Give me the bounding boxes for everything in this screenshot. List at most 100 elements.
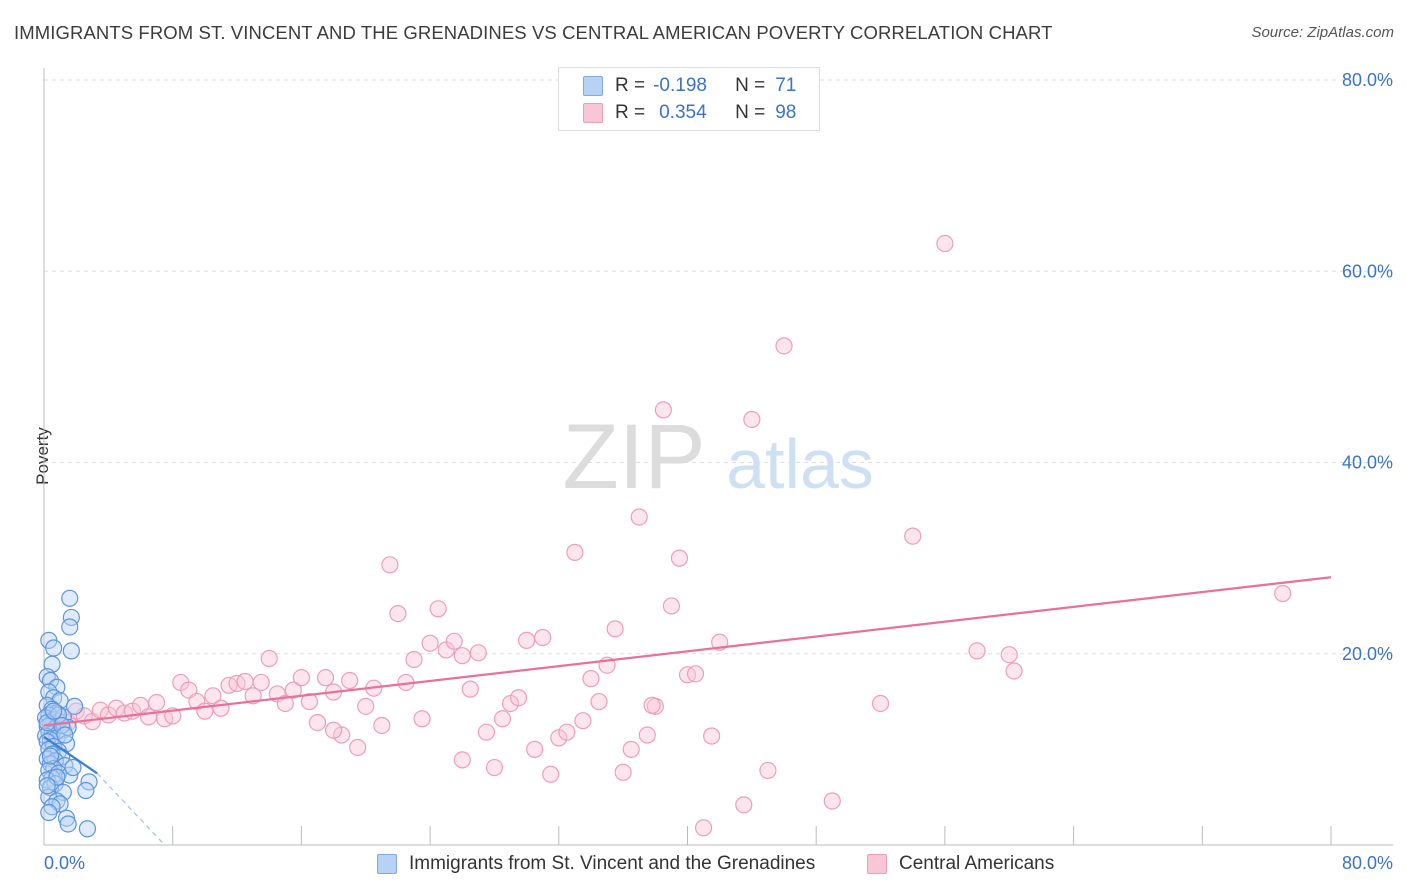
data-point-st-vincent <box>41 747 60 765</box>
data-point-st-vincent <box>61 618 79 636</box>
data-point-central-americans <box>638 726 656 744</box>
swatch-pink <box>583 103 603 123</box>
data-point-central-americans <box>349 738 367 757</box>
legend-label: Central Americans <box>899 853 1055 874</box>
watermark: ZIP atlas <box>562 406 874 508</box>
legend-label: Immigrants from St. Vincent and the Gren… <box>409 853 816 874</box>
data-point-st-vincent <box>53 716 71 735</box>
data-point-central-americans <box>558 723 576 741</box>
data-point-central-americans <box>389 604 407 623</box>
y-tick-label: 40.0% <box>1342 453 1393 473</box>
data-point-central-americans <box>300 692 319 711</box>
data-point-central-americans <box>148 693 166 712</box>
data-point-central-americans <box>461 680 479 698</box>
trend-line-st-vincent <box>43 736 98 775</box>
data-point-central-americans <box>405 650 423 669</box>
data-point-central-americans <box>968 642 986 660</box>
legend-item-central-americans[interactable]: Central Americans <box>867 851 1054 877</box>
x-tick-label: 80.0% <box>1342 853 1393 873</box>
data-point-central-americans <box>212 699 230 717</box>
data-point-central-americans <box>1005 662 1023 680</box>
data-point-central-americans <box>823 792 841 810</box>
data-point-central-americans <box>324 721 343 739</box>
axes <box>43 68 1393 846</box>
data-point-central-americans <box>413 710 431 728</box>
data-point-central-americans <box>284 681 302 699</box>
data-point-central-americans <box>574 712 592 730</box>
data-point-st-vincent <box>78 820 97 838</box>
data-point-st-vincent <box>48 678 66 696</box>
data-point-central-americans <box>341 671 359 690</box>
data-point-st-vincent <box>62 642 80 660</box>
data-point-central-americans <box>445 632 463 650</box>
data-point-central-americans <box>871 694 890 713</box>
data-point-central-americans <box>453 751 471 769</box>
chart-title: IMMIGRANTS FROM ST. VINCENT AND THE GREN… <box>14 22 1053 43</box>
data-point-central-americans <box>630 508 648 526</box>
watermark-atlas: atlas <box>726 425 874 503</box>
stats-row-pink: R = 0.354 N = 98 <box>583 100 796 126</box>
data-point-central-americans <box>381 556 399 574</box>
trend-line-central-americans <box>43 576 1332 727</box>
data-point-central-americans <box>477 723 496 741</box>
data-point-st-vincent <box>38 777 56 795</box>
watermark-zip: ZIP <box>562 406 705 508</box>
data-point-central-americans <box>429 600 447 618</box>
data-point-central-americans <box>904 527 922 545</box>
data-point-central-americans <box>542 765 560 783</box>
data-point-st-vincent <box>45 702 63 720</box>
data-point-st-vincent <box>77 781 95 800</box>
data-point-central-americans <box>292 669 310 687</box>
legend-swatch-pink <box>867 854 887 874</box>
data-point-central-americans <box>357 697 375 715</box>
data-point-central-americans <box>316 669 335 687</box>
data-point-central-americans <box>493 710 512 728</box>
stats-legend-box: R = -0.198 N = 71 R = 0.354 N = 98 <box>558 67 820 131</box>
data-point-central-americans <box>662 597 681 615</box>
data-point-st-vincent <box>61 589 79 607</box>
data-point-central-americans <box>518 631 536 649</box>
x-tick-label: 0.0% <box>44 853 85 873</box>
data-point-central-americans <box>260 649 278 668</box>
n-value: 71 <box>775 75 797 96</box>
data-point-central-americans <box>276 694 294 713</box>
data-point-central-americans <box>1274 584 1292 603</box>
data-point-central-americans <box>526 740 544 758</box>
r-label: R = <box>615 75 646 96</box>
r-value: -0.198 <box>653 75 707 96</box>
data-point-central-americans <box>735 796 753 814</box>
data-point-central-americans <box>686 665 705 683</box>
data-point-central-americans <box>469 644 487 662</box>
data-point-central-americans <box>622 740 640 758</box>
data-point-st-vincent <box>48 768 66 786</box>
data-point-central-americans <box>421 634 439 652</box>
data-point-central-americans <box>1000 646 1018 664</box>
data-point-central-americans <box>670 549 689 567</box>
series-st-vincent <box>37 589 98 838</box>
data-point-central-americans <box>308 713 327 732</box>
y-tick-label: 80.0% <box>1342 70 1393 90</box>
legend-swatch-blue <box>377 854 397 874</box>
data-point-central-americans <box>453 647 471 665</box>
data-point-central-americans <box>139 708 158 726</box>
legend-item-st-vincent[interactable]: Immigrants from St. Vincent and the Gren… <box>377 851 815 877</box>
data-point-central-americans <box>534 628 552 647</box>
data-point-st-vincent <box>59 815 77 833</box>
n-label: N = <box>735 75 766 96</box>
data-point-central-americans <box>590 692 608 711</box>
data-point-central-americans <box>614 763 632 781</box>
data-point-st-vincent <box>40 803 58 822</box>
data-point-central-americans <box>703 727 721 745</box>
data-point-st-vincent <box>45 639 63 657</box>
data-point-central-americans <box>485 758 504 777</box>
data-point-central-americans <box>743 410 761 429</box>
n-value: 98 <box>775 102 797 123</box>
data-point-central-americans <box>694 819 713 837</box>
series-central-americans <box>48 234 1292 837</box>
data-point-central-americans <box>566 543 584 561</box>
r-value: 0.354 <box>659 102 707 123</box>
data-point-central-americans <box>582 670 600 688</box>
data-point-central-americans <box>654 401 672 419</box>
data-point-central-americans <box>775 337 793 355</box>
